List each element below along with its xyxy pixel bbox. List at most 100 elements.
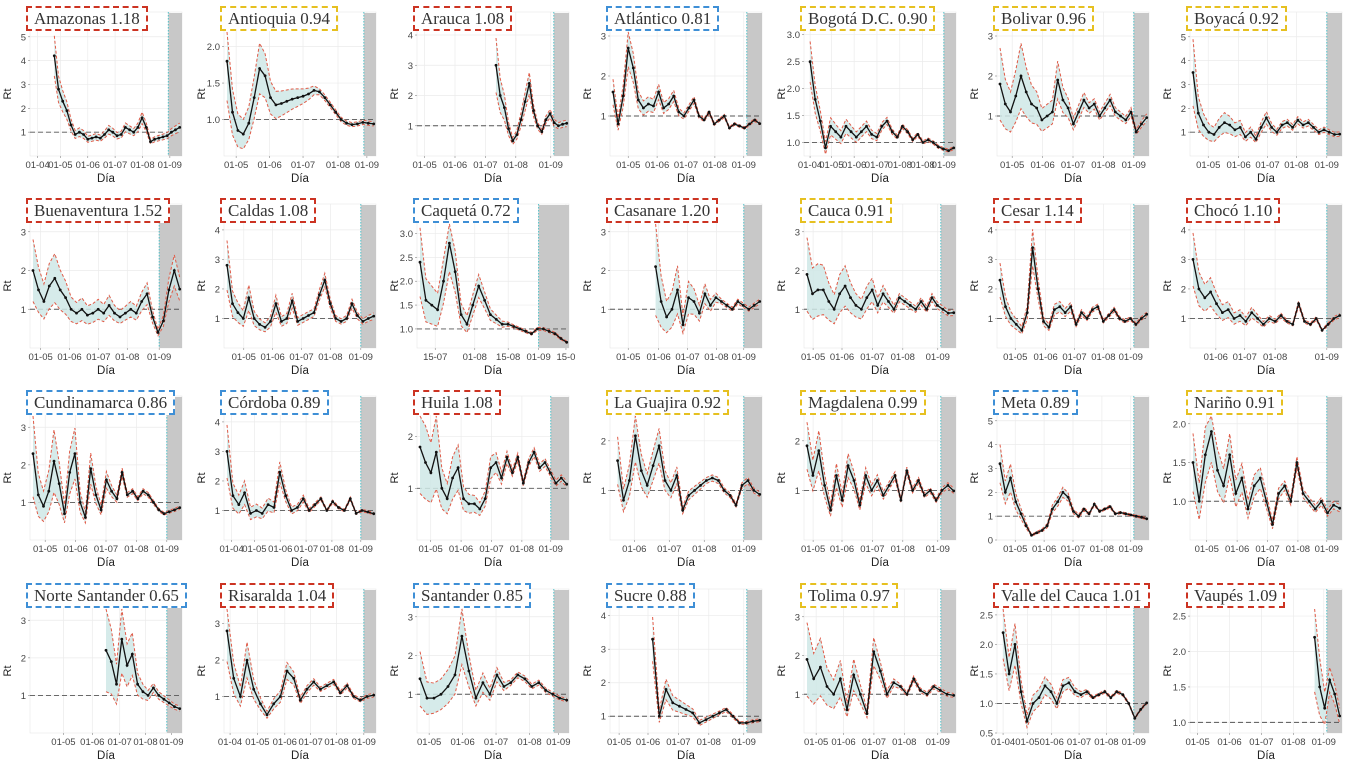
x-tick-label: 01-07: [1255, 544, 1279, 555]
x-tick-label: 01-07: [108, 737, 132, 748]
y-tick-label: 3: [601, 227, 606, 238]
rt-point: [152, 686, 155, 690]
x-tick-label: 01-08: [703, 160, 727, 171]
rt-point: [1113, 110, 1117, 114]
rt-point: [279, 695, 282, 698]
x-tick-label: 01-08: [1263, 352, 1287, 363]
rt-point: [840, 498, 844, 502]
rt-point: [111, 130, 115, 134]
rt-point: [252, 317, 256, 320]
x-tick-label: 01-09: [732, 352, 756, 363]
chart-svg: 1.0 1.5 2.0 2.5 3.0 15-07 01-08 15-08 01-09 15-0 R…: [389, 203, 575, 377]
x-tick-label: 01-08: [1281, 737, 1305, 748]
rt-point: [1328, 678, 1332, 682]
y-axis-label: Rt: [776, 666, 788, 677]
panel-title: Cundinamarca 0.86: [26, 390, 176, 415]
rt-point: [170, 130, 173, 134]
rt-point: [119, 133, 123, 136]
x-tick-label: 01-07: [657, 544, 681, 555]
x-axis-label: Día: [97, 750, 116, 762]
rt-point: [1246, 507, 1250, 511]
x-tick-label: 01-07: [86, 352, 110, 363]
rt-point: [1313, 635, 1316, 639]
lower-bound-line: [655, 301, 760, 336]
rt-point: [1238, 314, 1242, 317]
rt-point: [1338, 314, 1342, 317]
rt-point: [657, 714, 661, 718]
rt-point: [503, 106, 506, 109]
rt-point: [998, 82, 1002, 86]
rt-point: [1014, 323, 1018, 326]
rt-point: [728, 494, 732, 497]
rt-point: [1295, 461, 1299, 464]
shaded-region: [940, 590, 956, 733]
rt-point: [129, 307, 133, 311]
rt-point: [864, 474, 868, 477]
rt-point: [858, 503, 862, 507]
x-tick-label: 01-08: [910, 160, 934, 171]
x-tick-label: 01-09: [1315, 544, 1339, 555]
y-axis-label: Rt: [969, 473, 981, 484]
rt-point: [1087, 512, 1091, 516]
rt-point: [495, 673, 499, 677]
shaded-region: [166, 590, 182, 733]
rt-point: [865, 124, 868, 128]
x-tick-label: 01-08: [1284, 160, 1308, 171]
rt-point: [1338, 506, 1342, 510]
rt-point: [1118, 317, 1121, 320]
rt-point: [361, 320, 365, 323]
chart-svg: 1 2 3 01-04 01-05 01-06 01-07 01-08 01-09 Rt Día: [196, 588, 377, 762]
rt-point: [36, 493, 40, 497]
x-tick-label: 01-08: [326, 160, 350, 171]
x-tick-label: 01-09: [732, 544, 756, 555]
rt-point: [1275, 130, 1279, 134]
rt-point: [734, 503, 738, 507]
lower-bound-line: [226, 661, 374, 720]
x-tick-label: 01-06: [622, 544, 646, 555]
rt-point: [752, 304, 756, 307]
rt-point: [325, 684, 329, 687]
rt-point: [1091, 308, 1094, 311]
rt-point: [157, 508, 161, 512]
rt-point: [31, 269, 35, 272]
rt-point: [80, 307, 84, 311]
rt-point: [1069, 305, 1073, 309]
rt-point: [876, 479, 879, 482]
y-tick-label: 1: [215, 692, 220, 703]
rt-point: [259, 702, 262, 706]
rt-point: [1051, 507, 1054, 511]
rt-point: [1228, 453, 1232, 457]
y-tick-label: 1: [215, 314, 220, 325]
rt-point: [906, 130, 909, 134]
rt-point: [704, 718, 708, 721]
rt-estimate-line: [419, 446, 568, 511]
rt-point: [356, 122, 359, 126]
rt-point: [146, 694, 150, 697]
rt-point: [372, 122, 376, 126]
rt-point: [1145, 312, 1149, 316]
rt-point: [1109, 696, 1113, 699]
rt-point: [110, 489, 113, 493]
shaded-region: [1326, 205, 1342, 348]
rt-point: [1332, 317, 1336, 320]
x-axis-label: Día: [871, 365, 890, 377]
upper-bound-line: [999, 444, 1147, 536]
rt-point: [516, 673, 520, 677]
panel-c-rdoba: 1 2 3 4 01-04 01-05 01-06 01-07 01-08 01-09 Rt Día C…: [194, 384, 387, 574]
rt-point: [952, 146, 956, 150]
y-tick-label: 1: [795, 690, 800, 701]
panel-title: Amazonas 1.18: [26, 6, 148, 31]
rt-point: [1323, 706, 1327, 710]
rt-point: [307, 92, 310, 96]
chart-svg: 0 1 2 3 4 5 01-05 01-06 01-07 01-08 01-09 Rt Día: [969, 395, 1150, 569]
rt-point: [540, 130, 544, 134]
rt-point: [488, 692, 492, 696]
rt-point: [1121, 693, 1125, 696]
rt-point: [941, 307, 945, 311]
rt-point: [424, 461, 427, 464]
rt-point: [881, 494, 885, 497]
rt-point: [339, 320, 343, 323]
rt-point: [1001, 631, 1005, 634]
rt-point: [1092, 502, 1096, 506]
rt-point: [274, 103, 278, 107]
